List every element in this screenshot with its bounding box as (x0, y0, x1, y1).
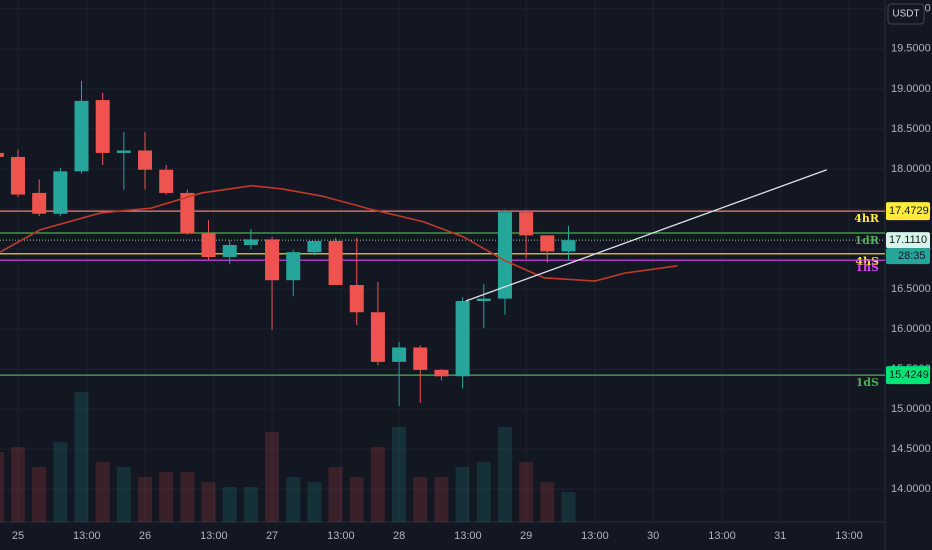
candle-body (519, 212, 534, 236)
y-tick-label: 19.0000 (891, 83, 931, 95)
candle-body (116, 150, 131, 153)
candle-body (180, 192, 195, 233)
volume-bar (138, 477, 153, 522)
x-tick-label: 31 (774, 530, 786, 542)
candle-body (10, 156, 25, 195)
candle-body (243, 239, 258, 245)
candle-body (476, 298, 491, 302)
volume-bar (32, 467, 47, 522)
volume-bar (265, 432, 280, 522)
x-tick-label: 30 (647, 530, 659, 542)
x-tick-label: 13:00 (708, 530, 736, 542)
y-tick-label: 15.0000 (891, 403, 931, 415)
candle-body (349, 285, 364, 313)
volume-bar (540, 482, 555, 522)
x-tick-label: 27 (266, 530, 278, 542)
candle-body (138, 150, 153, 170)
x-tick-label: 25 (12, 530, 24, 542)
candle-body (286, 252, 301, 281)
countdown: 28:35 (898, 250, 926, 262)
volume-bar (519, 462, 534, 522)
candle-body (0, 152, 4, 157)
volume-bar (476, 462, 491, 522)
price-box (886, 366, 930, 385)
y-tick-label: 18.0000 (891, 163, 931, 175)
last-price-label: 17.1110 (889, 234, 927, 246)
candle-body (265, 239, 280, 281)
candle-body (95, 100, 110, 153)
level-name: 4hR (854, 212, 880, 225)
volume-bar (116, 467, 131, 522)
volume-bar (95, 462, 110, 522)
volume-bar (349, 477, 364, 522)
price-box (886, 202, 930, 221)
currency[interactable]: USDT (892, 9, 919, 20)
price-box-label: 17.4729 (889, 205, 929, 217)
last-price-box (886, 232, 930, 249)
level-name: 1hS (855, 261, 879, 274)
volume-bar (497, 427, 512, 522)
volume-bar (10, 447, 25, 522)
candle-body (53, 171, 68, 214)
candle-body (328, 240, 343, 286)
x-tick-label: 13:00 (327, 530, 355, 542)
y-tick-label: 16.0000 (891, 323, 931, 335)
y-tick-label: 14.5000 (891, 443, 931, 455)
trendline (465, 169, 827, 302)
candle-body (434, 369, 449, 377)
candle-body (413, 347, 428, 370)
candle-body (561, 240, 576, 252)
y-tick-label: 16.5000 (891, 283, 931, 295)
level-name: 4hS (855, 255, 879, 268)
candle-body (392, 347, 407, 362)
candle-body (540, 235, 555, 252)
volume-bar (328, 467, 343, 522)
x-tick-label: 28 (393, 530, 405, 542)
x-tick-label: 13:00 (200, 530, 228, 542)
y-tick-label: 19.5000 (891, 43, 931, 55)
volume-bar (159, 472, 174, 522)
volume-bar (413, 477, 428, 522)
candle-body (159, 169, 174, 193)
candle-body (307, 240, 322, 253)
volume-bar (392, 427, 407, 522)
candle-body (370, 312, 385, 362)
volume-bar (180, 472, 195, 522)
currency-button[interactable] (887, 3, 925, 25)
x-tick-label: 13:00 (835, 530, 863, 542)
volume-bar (307, 482, 322, 522)
volume-bar (286, 477, 301, 522)
candle-body (201, 232, 216, 257)
moving-average (0, 184, 678, 282)
volume-bar (434, 477, 449, 522)
y-tick-label: 18.5000 (891, 123, 931, 135)
volume-bar (455, 467, 470, 522)
x-tick-label: 29 (520, 530, 532, 542)
volume-bar (74, 392, 89, 522)
volume-bar (370, 447, 385, 522)
x-tick-label: 13:00 (454, 530, 482, 542)
y-tick-label: 14.0000 (891, 483, 931, 495)
volume-bar (0, 452, 4, 522)
candle-body (497, 212, 512, 299)
candle-body (74, 100, 89, 172)
volume-bar (222, 487, 237, 522)
volume-bar (561, 492, 576, 522)
x-tick-label: 13:00 (581, 530, 609, 542)
volume-bar (53, 442, 68, 522)
x-tick-label: 13:00 (73, 530, 101, 542)
price-box-label: 15.4249 (889, 369, 929, 381)
x-tick-label: 26 (139, 530, 151, 542)
volume-bar (243, 487, 258, 522)
countdown-box (886, 248, 930, 265)
level-name: 1dS (856, 376, 879, 389)
candle-body (222, 244, 237, 257)
candle-body (32, 192, 47, 214)
volume-bar (201, 482, 216, 522)
candle-body (455, 301, 470, 377)
